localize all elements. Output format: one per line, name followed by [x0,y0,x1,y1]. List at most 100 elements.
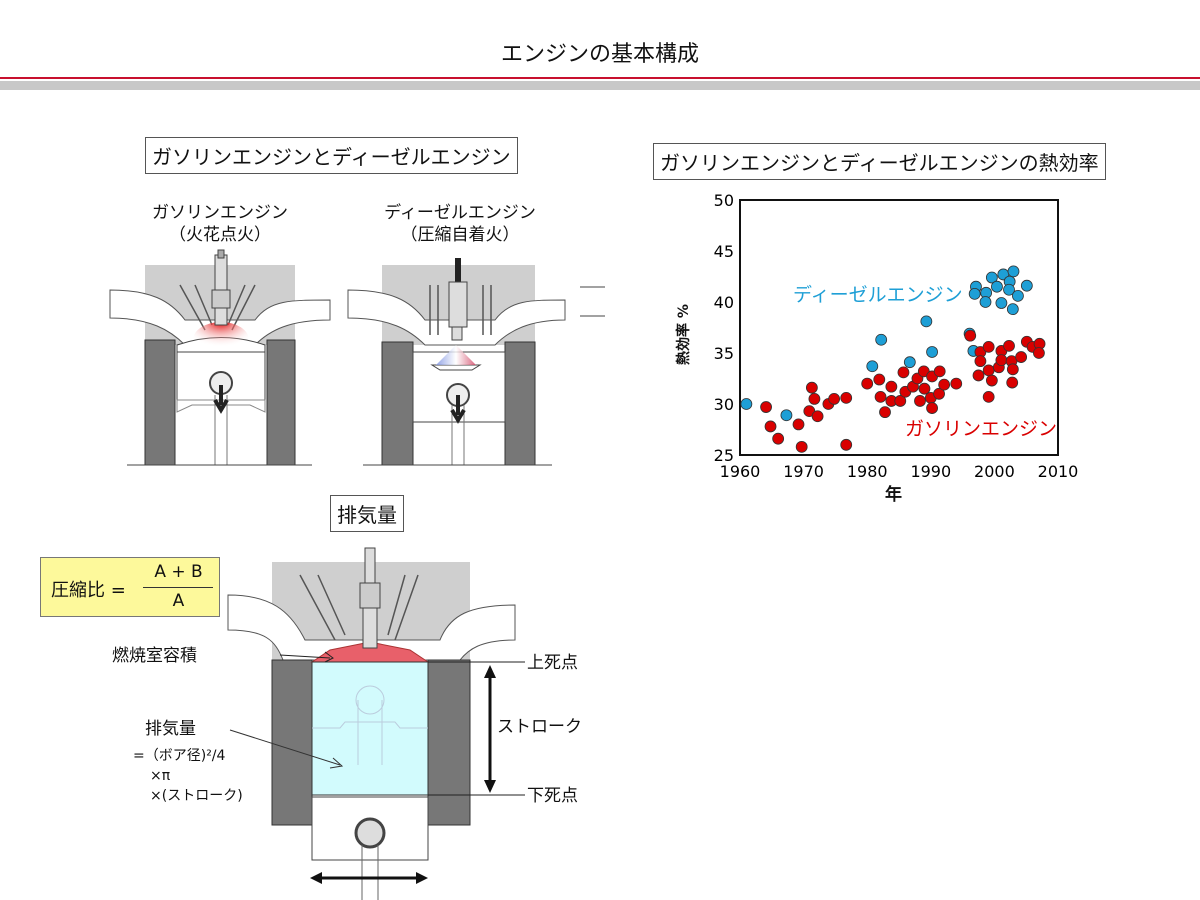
gasoline-point [894,395,907,407]
gasoline-point [874,390,887,403]
diesel-point [995,297,1008,309]
chart-xlabel: 年 [885,485,902,505]
diesel-point [991,280,1003,293]
y-tick-label: 30 [714,395,734,414]
displacement-formula-line1: =（ボア径)²/4 [133,748,226,764]
displacement-engine-diagram [227,547,525,900]
gasoline-point [805,381,818,394]
displacement-panel-title: 排気量 [330,495,404,532]
diesel-engine-label: ディーゼルエンジン [384,203,536,223]
gasoline-engine-label: ガソリンエンジン [152,203,288,223]
formula-numerator: A + B [154,562,203,582]
header-accent-line [0,77,1200,79]
gasoline-point [840,438,853,451]
diesel-point [903,356,916,369]
y-tick-label: 35 [714,344,734,363]
gasoline-point [950,377,963,390]
y-tick-label: 45 [714,242,734,261]
x-tick-label: 1990 [910,462,951,481]
diesel-point [968,287,981,300]
gasoline-point [772,432,785,445]
diesel-point [1012,289,1024,302]
gasoline-point [811,410,824,423]
gasoline-ignition-label: （火花点火） [169,225,271,245]
x-tick-label: 1970 [783,462,824,481]
gasoline-point [933,387,945,400]
diesel-ignition-label: （圧縮自着火） [400,225,520,245]
gasoline-point [873,373,886,386]
gasoline-point [995,354,1008,367]
y-tick-label: 50 [714,191,734,210]
diesel-point [780,409,793,422]
diesel-point [1007,265,1020,278]
gasoline-point [795,440,808,453]
gasoline-point [982,340,995,353]
fraction-line [143,587,213,588]
gasoline-point [792,418,805,431]
gasoline-point [933,365,946,378]
engines-panel-title: ガソリンエンジンとディーゼルエンジン [145,137,518,174]
gasoline-point [985,374,998,387]
gasoline-point [982,390,995,403]
formula-denominator: A [172,591,185,611]
y-tick-label: 40 [714,293,734,312]
gasoline-point [1015,351,1028,363]
diesel-point [740,398,753,410]
chart-title: ガソリンエンジンとディーゼルエンジンの熱効率 [653,143,1106,180]
gasoline-point [926,402,938,414]
gasoline-point [1033,347,1045,359]
combustion-chamber-label: 燃焼室容積 [112,646,197,666]
diesel-point [985,271,998,284]
gasoline-point [861,377,874,390]
legend-gasoline: ガソリンエンジン [905,418,1058,440]
diesel-point [866,360,879,373]
diesel-point [920,315,933,328]
formula-label: 圧縮比 = [51,580,126,601]
diesel-point [875,333,888,346]
displacement-label: 排気量 [145,719,196,739]
gasoline-point [828,392,841,405]
x-tick-label: 2010 [1038,462,1079,481]
plot-frame [739,199,1059,456]
gasoline-point [964,329,977,342]
gasoline-engine-diagram [109,249,331,466]
bdc-label: 下死点 [527,786,578,806]
header-divider [0,81,1200,90]
y-tick-label: 25 [714,446,734,465]
x-tick-label: 1980 [847,462,888,481]
tdc-label: 上死点 [527,653,578,673]
gasoline-point [914,395,926,407]
page-title: エンジンの基本構成 [500,42,699,67]
x-tick-label: 2000 [974,462,1015,481]
gasoline-point [918,382,931,395]
diesel-point [1003,283,1015,296]
displacement-formula-line3: ×(ストローク) [150,788,243,804]
gasoline-point [974,355,987,368]
gasoline-point [938,378,951,391]
gasoline-point [764,420,777,433]
x-tick-label: 1960 [720,462,761,481]
gasoline-point [1003,339,1015,352]
compression-ratio-formula: 圧縮比 = A + B A [40,557,220,617]
diesel-point [1006,303,1019,316]
diesel-point [926,346,938,358]
gasoline-point [760,401,772,413]
diesel-point [1020,279,1033,292]
gasoline-point [1006,363,1019,376]
stroke-label: ストローク [497,717,582,737]
legend-diesel: ディーゼルエンジン [793,284,963,306]
gasoline-point [885,380,898,393]
chart-ylabel: 熱効率 % [676,304,692,365]
gasoline-point [840,391,853,404]
gasoline-point [1006,376,1019,389]
gasoline-point [897,366,910,379]
gasoline-point [808,392,821,405]
displacement-formula-line2: ×π [150,768,171,784]
diesel-engine-diagram [347,258,605,466]
diesel-point [979,296,992,308]
gasoline-point [879,406,891,419]
gasoline-point [972,369,985,382]
gasoline-point [982,364,995,377]
